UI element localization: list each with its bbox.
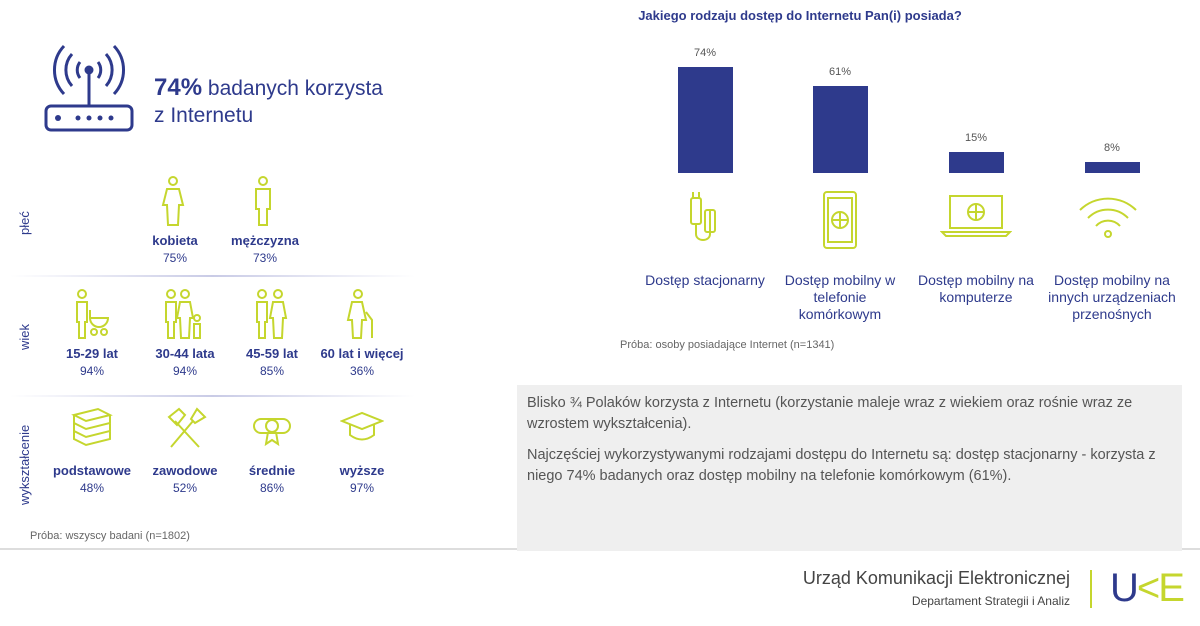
footer-org: Urząd Komunikacji Elektronicznej	[802, 568, 1070, 588]
bar	[678, 67, 733, 173]
item-label: 60 lat i więcej	[320, 346, 404, 361]
item-label: mężczyzna	[231, 233, 299, 248]
category-label: Dostęp mobilny na komputerze	[918, 272, 1034, 305]
headline-text-2: z Internetu	[154, 104, 254, 127]
family-icon	[163, 288, 207, 345]
divider	[10, 395, 415, 397]
chart-title: Jakiego rodzaju dostęp do Internetu Pan(…	[638, 8, 962, 23]
category-label: Dostęp stacjonarny	[645, 272, 765, 288]
laptop-icon	[939, 190, 1013, 255]
bar	[1085, 161, 1140, 173]
item-value: 86%	[259, 481, 285, 495]
item-label: 15-29 lat	[65, 346, 119, 361]
bar	[813, 85, 868, 173]
summary-paragraph: Blisko ¾ Polaków korzysta z Internetu (k…	[527, 395, 1133, 432]
elderly-icon	[340, 288, 384, 345]
item-label: 30-44 lata	[155, 346, 215, 361]
sample-right: Próba: osoby posiadające Internet (n=134…	[620, 339, 835, 351]
item-label: podstawowe	[52, 463, 131, 478]
bar	[949, 151, 1004, 173]
woman-icon	[153, 175, 197, 232]
item-label: średnie	[248, 463, 296, 478]
item-label: 45-59 lat	[245, 346, 299, 361]
item-value: 75%	[162, 251, 188, 265]
uke-logo: U<E	[1110, 566, 1185, 610]
item-value: 52%	[172, 481, 198, 495]
summary-box: Blisko ¾ Polaków korzysta z Internetu (k…	[517, 385, 1182, 551]
headline: 74% badanych korzysta z Internetu	[154, 74, 383, 129]
item-value: 94%	[79, 364, 105, 378]
sample-left: Próba: wszyscy badani (n=1802)	[30, 530, 190, 542]
landline-plug-icon	[683, 190, 727, 255]
data-label: 74%	[693, 47, 717, 60]
item-value: 48%	[79, 481, 105, 495]
wifi-icon	[1076, 190, 1148, 255]
item-value: 36%	[349, 364, 375, 378]
group-label: wiek	[17, 323, 32, 350]
diploma-icon	[250, 405, 294, 462]
footer-dept: Departament Strategii i Analiz	[911, 594, 1070, 608]
parent-stroller-icon	[70, 288, 114, 345]
logo-divider	[1090, 570, 1092, 608]
item-value: 85%	[259, 364, 285, 378]
couple-icon	[250, 288, 294, 345]
group-label: wykształcenie	[17, 424, 32, 505]
books-icon	[70, 405, 114, 462]
graduation-cap-icon	[339, 405, 385, 462]
item-value: 94%	[172, 364, 198, 378]
group-label: płeć	[17, 211, 32, 235]
summary-paragraph: Najczęściej wykorzystywanymi rodzajami d…	[527, 447, 1156, 484]
item-value: 73%	[252, 251, 278, 265]
mobile-phone-icon	[818, 190, 862, 255]
router-icon	[44, 42, 134, 139]
man-icon	[243, 175, 287, 232]
item-value: 97%	[349, 481, 375, 495]
data-label: 15%	[964, 131, 988, 144]
divider	[10, 275, 415, 277]
category-label: Dostęp mobilny na innych urządzeniach pr…	[1048, 272, 1176, 322]
headline-text: badanych korzysta	[207, 77, 383, 100]
category-label: Dostęp mobilny w telefonie komórkowym	[784, 272, 896, 322]
item-label: zawodowe	[152, 463, 218, 478]
item-label: wyższe	[339, 463, 385, 478]
data-label: 61%	[828, 65, 852, 78]
hammers-icon	[163, 405, 207, 462]
headline-pct: 74%	[154, 74, 203, 101]
data-label: 8%	[1104, 141, 1120, 154]
item-label: kobieta	[152, 233, 198, 248]
